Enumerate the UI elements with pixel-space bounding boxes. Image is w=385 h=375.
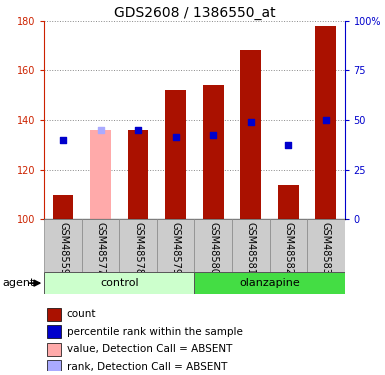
- Title: GDS2608 / 1386550_at: GDS2608 / 1386550_at: [114, 6, 275, 20]
- Text: rank, Detection Call = ABSENT: rank, Detection Call = ABSENT: [67, 362, 227, 372]
- Bar: [82, 219, 119, 272]
- Text: GSM48559: GSM48559: [58, 222, 68, 275]
- Text: olanzapine: olanzapine: [239, 278, 300, 288]
- Text: GSM48581: GSM48581: [246, 222, 256, 275]
- Point: [248, 120, 254, 126]
- Text: agent: agent: [2, 278, 34, 288]
- Bar: [44, 219, 82, 272]
- Point: [172, 134, 179, 140]
- Text: percentile rank within the sample: percentile rank within the sample: [67, 327, 243, 337]
- Bar: [157, 219, 194, 272]
- Bar: [47, 308, 61, 321]
- Point: [60, 137, 66, 143]
- Bar: [232, 219, 270, 272]
- Bar: [194, 272, 345, 294]
- Bar: [315, 26, 336, 219]
- Text: GSM48582: GSM48582: [283, 222, 293, 275]
- Bar: [270, 219, 307, 272]
- Text: value, Detection Call = ABSENT: value, Detection Call = ABSENT: [67, 344, 232, 354]
- Text: GSM48579: GSM48579: [171, 222, 181, 275]
- Text: GSM48578: GSM48578: [133, 222, 143, 275]
- Text: GSM48583: GSM48583: [321, 222, 331, 275]
- Bar: [278, 184, 299, 219]
- Point: [97, 127, 104, 133]
- Point: [210, 132, 216, 138]
- Point: [285, 142, 291, 148]
- Text: GSM48577: GSM48577: [95, 222, 105, 275]
- Bar: [119, 219, 157, 272]
- Bar: [194, 219, 232, 272]
- Bar: [53, 195, 74, 219]
- Bar: [47, 343, 61, 356]
- Text: control: control: [100, 278, 139, 288]
- Bar: [44, 272, 194, 294]
- Bar: [203, 85, 224, 219]
- Point: [323, 117, 329, 123]
- Bar: [90, 130, 111, 219]
- Point: [135, 127, 141, 133]
- Bar: [47, 360, 61, 374]
- Bar: [165, 90, 186, 219]
- Bar: [128, 130, 149, 219]
- Bar: [47, 325, 61, 338]
- Text: GSM48580: GSM48580: [208, 222, 218, 275]
- Text: count: count: [67, 309, 96, 319]
- Bar: [240, 51, 261, 219]
- Bar: [307, 219, 345, 272]
